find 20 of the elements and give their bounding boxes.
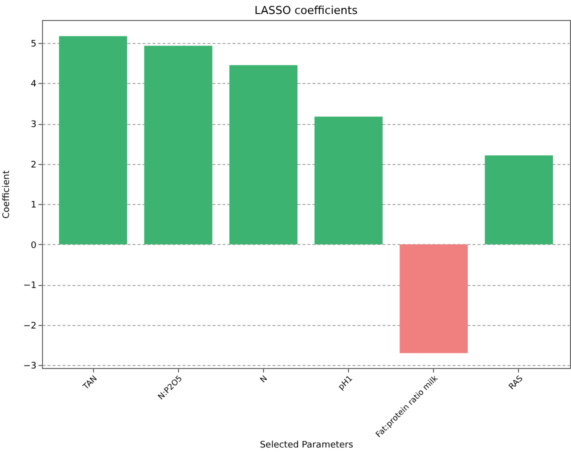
y-tick-label: 0 (30, 240, 37, 251)
y-tick-label: −2 (23, 321, 36, 332)
y-tick-label: 1 (30, 200, 36, 211)
bar (144, 46, 212, 244)
bar (484, 155, 553, 244)
bar (59, 36, 128, 244)
y-tick-label: 3 (30, 120, 36, 130)
x-tick-label: TAN (80, 374, 99, 392)
y-tick-label: 4 (30, 80, 37, 90)
y-tick-label: 5 (30, 39, 36, 50)
bar (229, 65, 298, 244)
x-axis-title: Selected Parameters (260, 440, 354, 450)
y-tick-label: −1 (23, 281, 36, 292)
x-tick-label: N (258, 374, 270, 384)
bar (314, 116, 383, 244)
chart-title: LASSO coefficients (254, 4, 358, 17)
y-tick-label: −3 (23, 362, 36, 372)
y-tick-label: 2 (30, 160, 36, 170)
bar (400, 244, 468, 354)
y-axis-title: Coefficient (2, 170, 12, 219)
